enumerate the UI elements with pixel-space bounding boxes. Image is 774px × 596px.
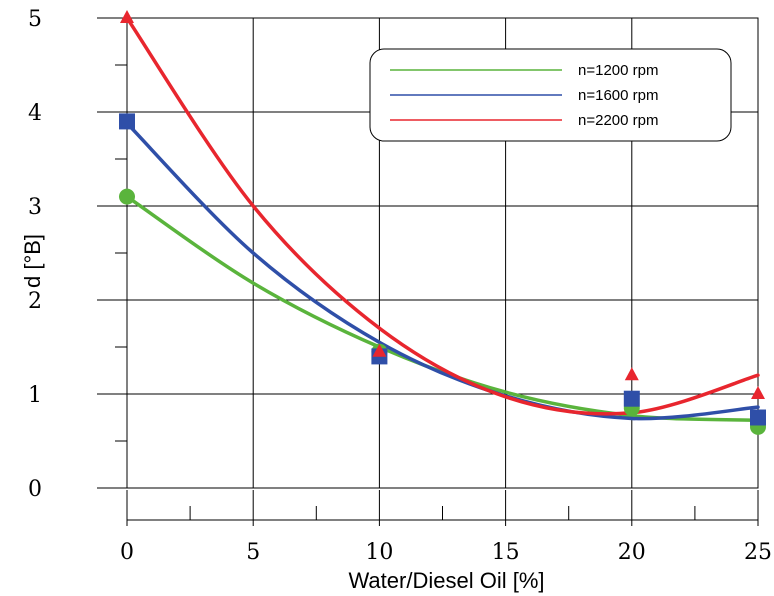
x-tick-label: 25 [744, 540, 772, 565]
marker-series-1 [119, 188, 135, 205]
marker-series-2 [119, 113, 135, 130]
legend-label-series-2: n=1600 rpm [578, 87, 658, 104]
y-tick-label: 1 [28, 383, 42, 408]
legend-label-series-1: n=1200 rpm [578, 62, 658, 79]
y-tick-label: 2 [28, 289, 42, 314]
x-tick-label: 5 [246, 540, 260, 565]
x-tick-label: 10 [365, 540, 393, 565]
x-tick-labels: 0 5 10 15 20 25 [120, 540, 772, 565]
y-axis-label: d [°B] [20, 234, 45, 288]
x-tick-label: 15 [492, 540, 520, 565]
marker-series-3 [751, 386, 765, 399]
y-tick-label: 0 [28, 477, 42, 502]
marker-series-2 [623, 390, 640, 407]
x-tick-label: 0 [120, 540, 134, 565]
fit-curve-series-1 [125, 194, 760, 423]
x-axis-label: Water/Diesel Oil [%] [348, 568, 544, 593]
marker-series-2 [750, 409, 766, 426]
marker-series-3 [372, 343, 387, 357]
data-markers [119, 10, 766, 435]
x-tick-label: 20 [618, 540, 646, 565]
legend: n=1200 rpm n=1600 rpm n=2200 rpm [369, 48, 732, 142]
y-tick-label: 4 [28, 101, 42, 126]
fit-curve-series-2 [125, 121, 760, 421]
plot-area-frame [126, 17, 759, 489]
y-tick-labels: 0 1 2 3 4 5 [28, 7, 42, 502]
marker-series-3 [120, 10, 134, 23]
marker-series-3 [624, 367, 639, 381]
legend-label-series-3: n=2200 rpm [578, 112, 658, 129]
minor-ticks [97, 17, 759, 526]
y-tick-label: 5 [28, 7, 42, 32]
y-tick-label: 3 [28, 195, 42, 220]
